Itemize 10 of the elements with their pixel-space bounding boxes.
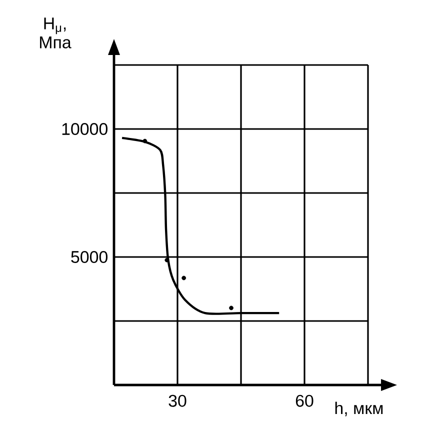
y-tick-label: 10000 [62, 123, 108, 135]
y-tick-label: 5000 [71, 251, 108, 263]
point [182, 276, 186, 280]
point [229, 306, 234, 310]
point [164, 258, 170, 262]
x-tick-label: 60 [296, 394, 314, 407]
x-axis-title: h, мкм [335, 402, 383, 416]
point [142, 138, 148, 144]
x-tick-label: 30 [168, 394, 186, 407]
y-axis-title: H$_{μ}$, Мпа [40, 18, 72, 48]
